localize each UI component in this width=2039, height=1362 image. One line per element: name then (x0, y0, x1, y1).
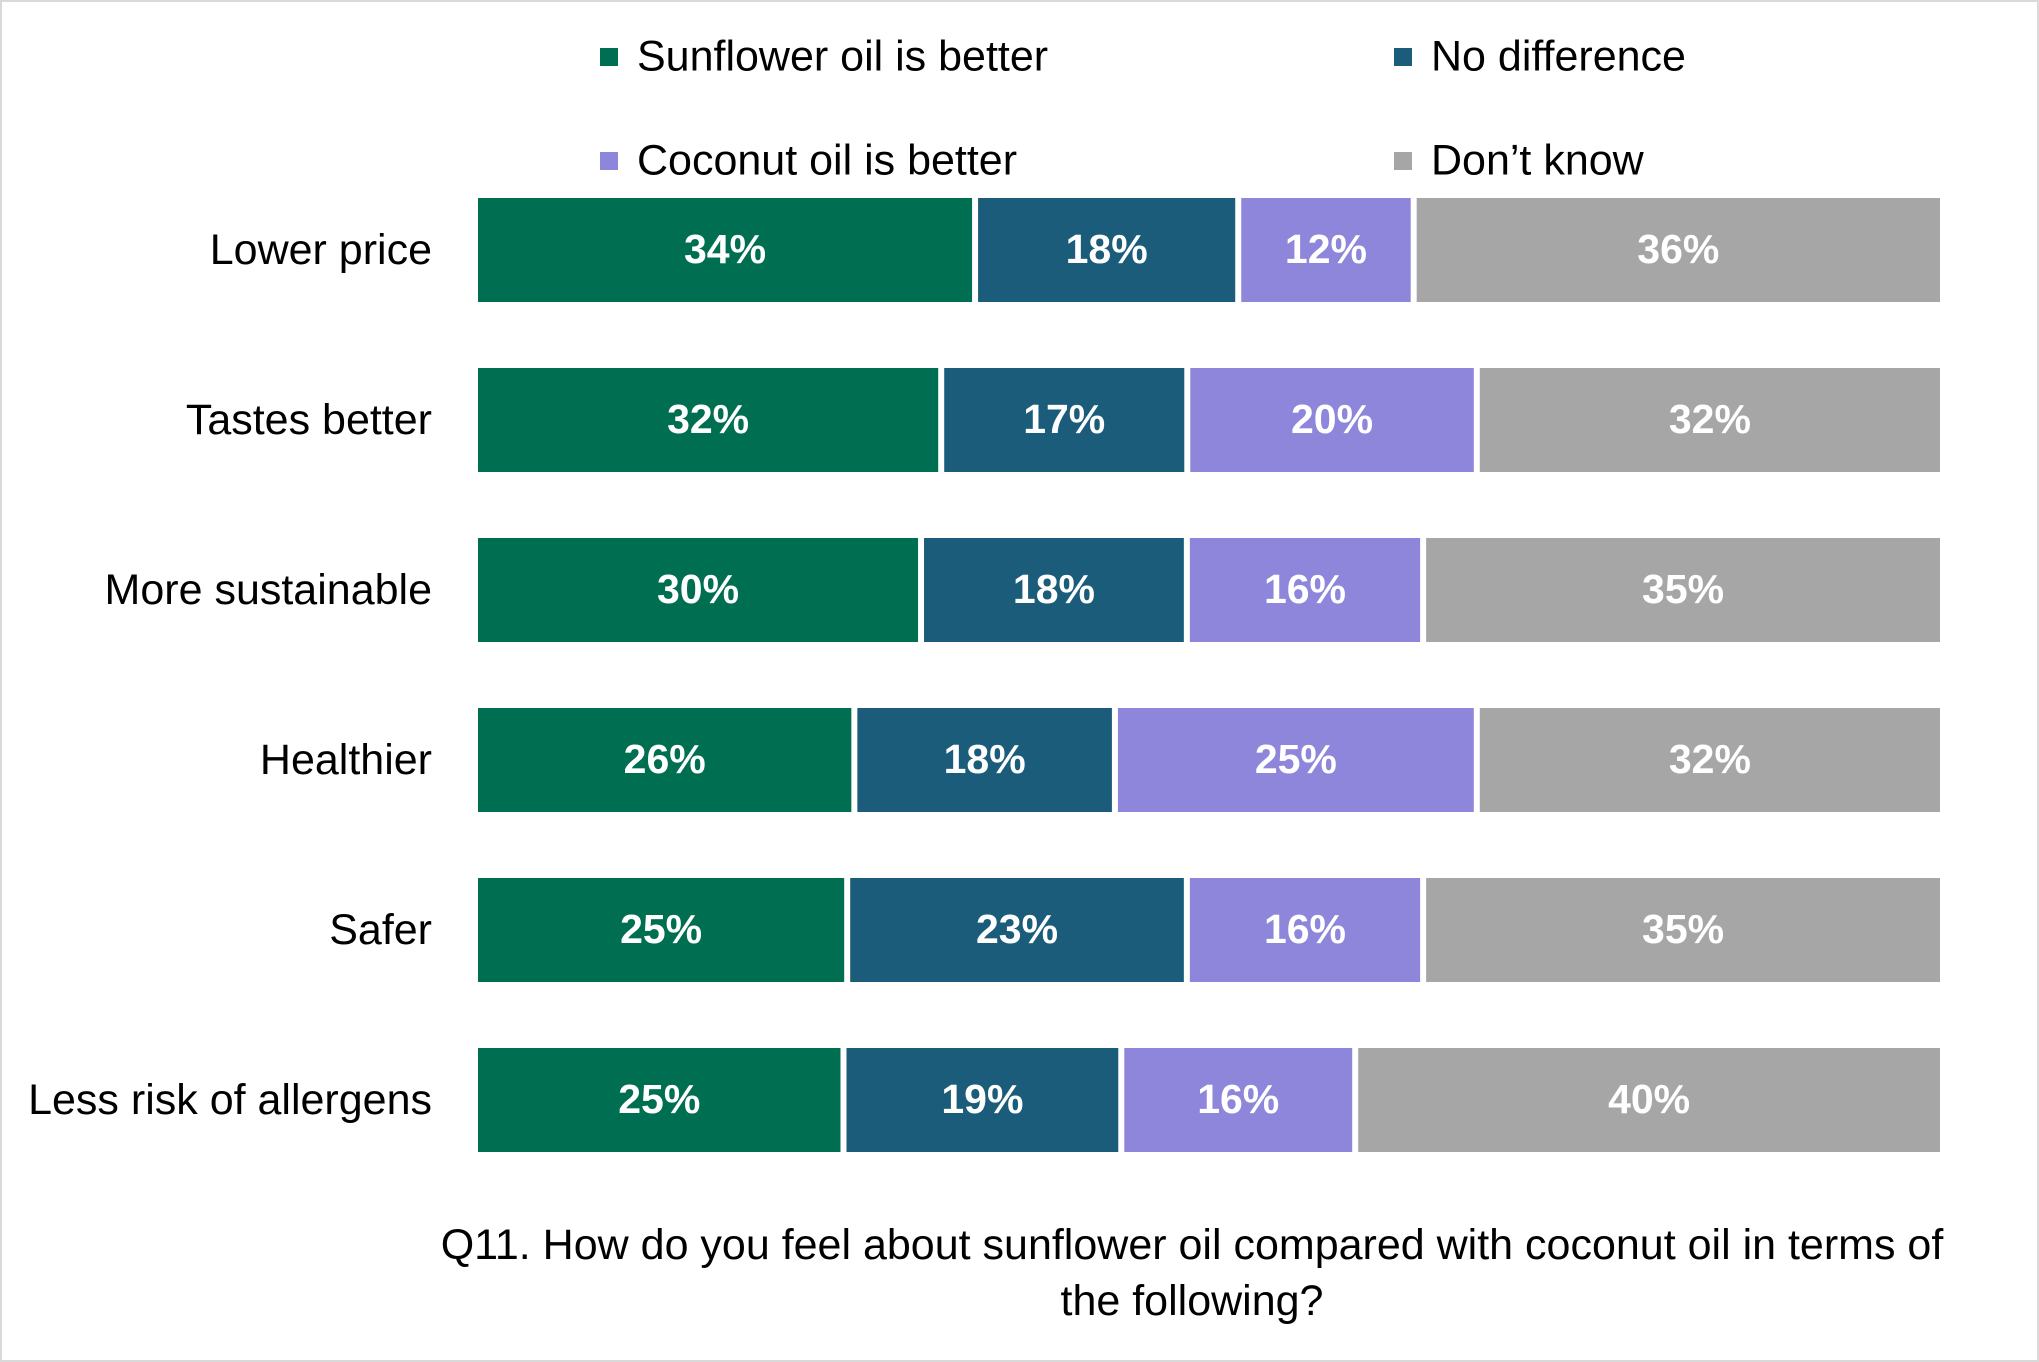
value-label: 16% (1264, 906, 1346, 952)
category-label: Lower price (209, 226, 432, 274)
bar-segment (1479, 368, 1940, 472)
legend-label: Coconut oil is better (637, 136, 1017, 184)
value-label: 32% (1669, 736, 1751, 782)
bar-segment (1124, 1048, 1353, 1152)
legend-marker (600, 152, 618, 170)
category-label: Healthier (259, 736, 432, 784)
bar-segment (1426, 538, 1940, 642)
bar-segment (1241, 198, 1411, 302)
bar-segment (478, 198, 973, 302)
legend-marker (1394, 152, 1412, 170)
bar-segment (1189, 538, 1421, 642)
value-label: 36% (1637, 226, 1719, 272)
bar-segment (1358, 1048, 1940, 1152)
bar-segment (978, 198, 1236, 302)
value-label: 20% (1291, 396, 1373, 442)
value-label: 18% (1013, 566, 1095, 612)
legend-label: No difference (1431, 32, 1686, 80)
bar-segment (924, 538, 1184, 642)
bar-segment (850, 878, 1184, 982)
bar-segment (944, 368, 1185, 472)
bar-segment (478, 368, 939, 472)
value-label: 40% (1608, 1076, 1690, 1122)
value-label: 16% (1197, 1076, 1279, 1122)
legend-marker (600, 48, 618, 66)
value-label: 35% (1642, 906, 1724, 952)
value-label: 17% (1023, 396, 1105, 442)
bar-segment (478, 538, 919, 642)
legend-label: Don’t know (1431, 136, 1645, 184)
category-label: Less risk of allergens (28, 1076, 432, 1124)
bar-segment (1190, 368, 1474, 472)
value-label: 18% (944, 736, 1026, 782)
bar-segment (478, 878, 845, 982)
bar-segment (478, 708, 852, 812)
bar-segment (857, 708, 1112, 812)
value-label: 32% (1669, 396, 1751, 442)
caption: Q11. How do you feel about sunflower oil… (440, 1221, 1944, 1325)
value-label: 25% (618, 1076, 700, 1122)
value-label: 19% (941, 1076, 1023, 1122)
value-label: 32% (667, 396, 749, 442)
value-label: 16% (1264, 566, 1346, 612)
bar-segment (1416, 198, 1940, 302)
value-label: 23% (976, 906, 1058, 952)
legend-marker (1394, 48, 1412, 66)
bar-segment (1479, 708, 1940, 812)
bar-segment (478, 1048, 841, 1152)
bar-segment (1117, 708, 1474, 812)
legend-label: Sunflower oil is better (637, 32, 1048, 80)
bar-segment (1426, 878, 1940, 982)
bar-segment (1189, 878, 1421, 982)
value-label: 25% (620, 906, 702, 952)
value-label: 12% (1285, 226, 1367, 272)
value-label: 25% (1255, 736, 1337, 782)
category-label: More sustainable (104, 566, 432, 614)
category-label: Safer (329, 906, 432, 954)
value-label: 34% (684, 226, 766, 272)
value-label: 26% (624, 736, 706, 782)
value-label: 30% (657, 566, 739, 612)
bar-segment (846, 1048, 1119, 1152)
value-label: 35% (1642, 566, 1724, 612)
value-label: 18% (1066, 226, 1148, 272)
category-label: Tastes better (185, 396, 432, 444)
